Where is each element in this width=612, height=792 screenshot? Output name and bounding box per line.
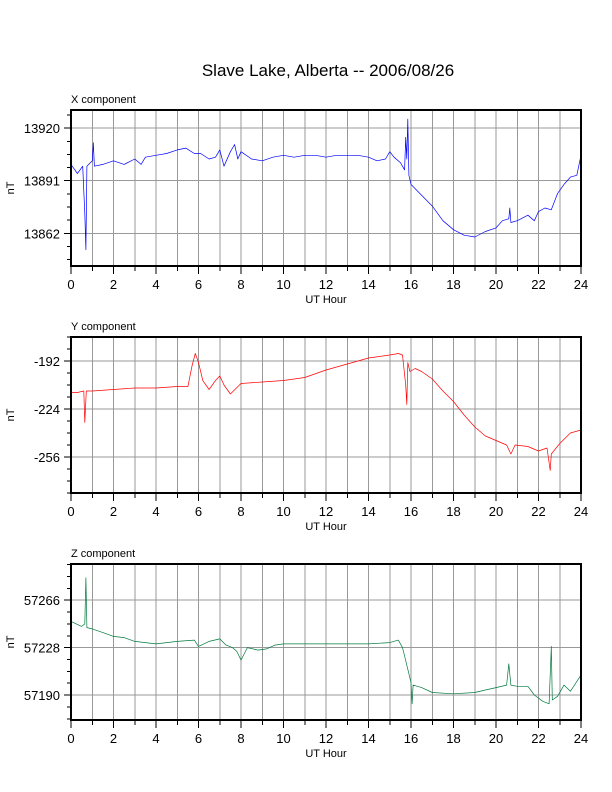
x-tick-label: 12 — [319, 277, 333, 292]
plot-frame — [70, 109, 582, 267]
y-tick-label: 57190 — [24, 688, 60, 703]
x-tick-label: 10 — [276, 504, 290, 519]
x-tick-label: 14 — [361, 277, 375, 292]
x-tick-label: 20 — [489, 731, 503, 746]
x-tick-label: 14 — [361, 504, 375, 519]
x-tick-label: 0 — [67, 504, 74, 519]
x-tick-label: 2 — [110, 277, 117, 292]
x-tick-label: 8 — [237, 504, 244, 519]
x-tick-label: 12 — [319, 504, 333, 519]
x-axis-label: UT Hour — [305, 294, 347, 306]
x-tick-label: 24 — [574, 731, 588, 746]
y-tick-label: -224 — [34, 402, 60, 417]
panel-title: Y component — [71, 321, 136, 333]
y-axis-label: nT — [5, 181, 17, 194]
x-tick-label: 8 — [237, 731, 244, 746]
x-tick-label: 20 — [489, 277, 503, 292]
y-axis-label: nT — [5, 635, 17, 648]
y-tick-label: -192 — [34, 354, 60, 369]
panel-title: X component — [71, 94, 136, 106]
x-tick-label: 18 — [446, 277, 460, 292]
panel-title: Z component — [71, 548, 135, 560]
x-tick-label: 10 — [276, 277, 290, 292]
y-axis-label: nT — [5, 408, 17, 421]
x-tick-label: 22 — [531, 731, 545, 746]
x-tick-label: 20 — [489, 504, 503, 519]
x-tick-label: 8 — [237, 277, 244, 292]
y-tick-label: 13891 — [24, 174, 60, 189]
x-tick-label: 22 — [531, 277, 545, 292]
x-axis-label: UT Hour — [305, 748, 347, 760]
x-tick-label: 2 — [110, 731, 117, 746]
x-tick-label: 4 — [152, 731, 159, 746]
x-tick-label: 6 — [195, 731, 202, 746]
x-tick-label: 6 — [195, 504, 202, 519]
x-tick-label: 4 — [152, 504, 159, 519]
x-tick-label: 16 — [404, 731, 418, 746]
y-tick-label: 57266 — [24, 593, 60, 608]
y-tick-label: 13920 — [24, 121, 60, 136]
y-tick-label: 57228 — [24, 641, 60, 656]
x-tick-label: 14 — [361, 731, 375, 746]
x-tick-label: 24 — [574, 504, 588, 519]
x-tick-label: 0 — [67, 731, 74, 746]
x-axis-label: UT Hour — [305, 521, 347, 533]
x-tick-label: 22 — [531, 504, 545, 519]
x-tick-label: 18 — [446, 504, 460, 519]
x-tick-label: 0 — [67, 277, 74, 292]
x-tick-label: 24 — [574, 277, 588, 292]
plot-frame — [70, 336, 582, 494]
series-line — [70, 118, 582, 251]
x-tick-label: 12 — [319, 731, 333, 746]
x-tick-label: 10 — [276, 731, 290, 746]
y-tick-label: -256 — [34, 450, 60, 465]
chart-title: Slave Lake, Alberta -- 2006/08/26 — [202, 61, 454, 80]
plot-frame — [70, 563, 582, 721]
x-tick-label: 2 — [110, 504, 117, 519]
x-tick-label: 16 — [404, 277, 418, 292]
series-line — [70, 577, 582, 705]
y-tick-label: 13862 — [24, 226, 60, 241]
x-tick-label: 16 — [404, 504, 418, 519]
x-tick-label: 6 — [195, 277, 202, 292]
x-tick-label: 4 — [152, 277, 159, 292]
series-line — [71, 353, 582, 471]
x-tick-label: 18 — [446, 731, 460, 746]
